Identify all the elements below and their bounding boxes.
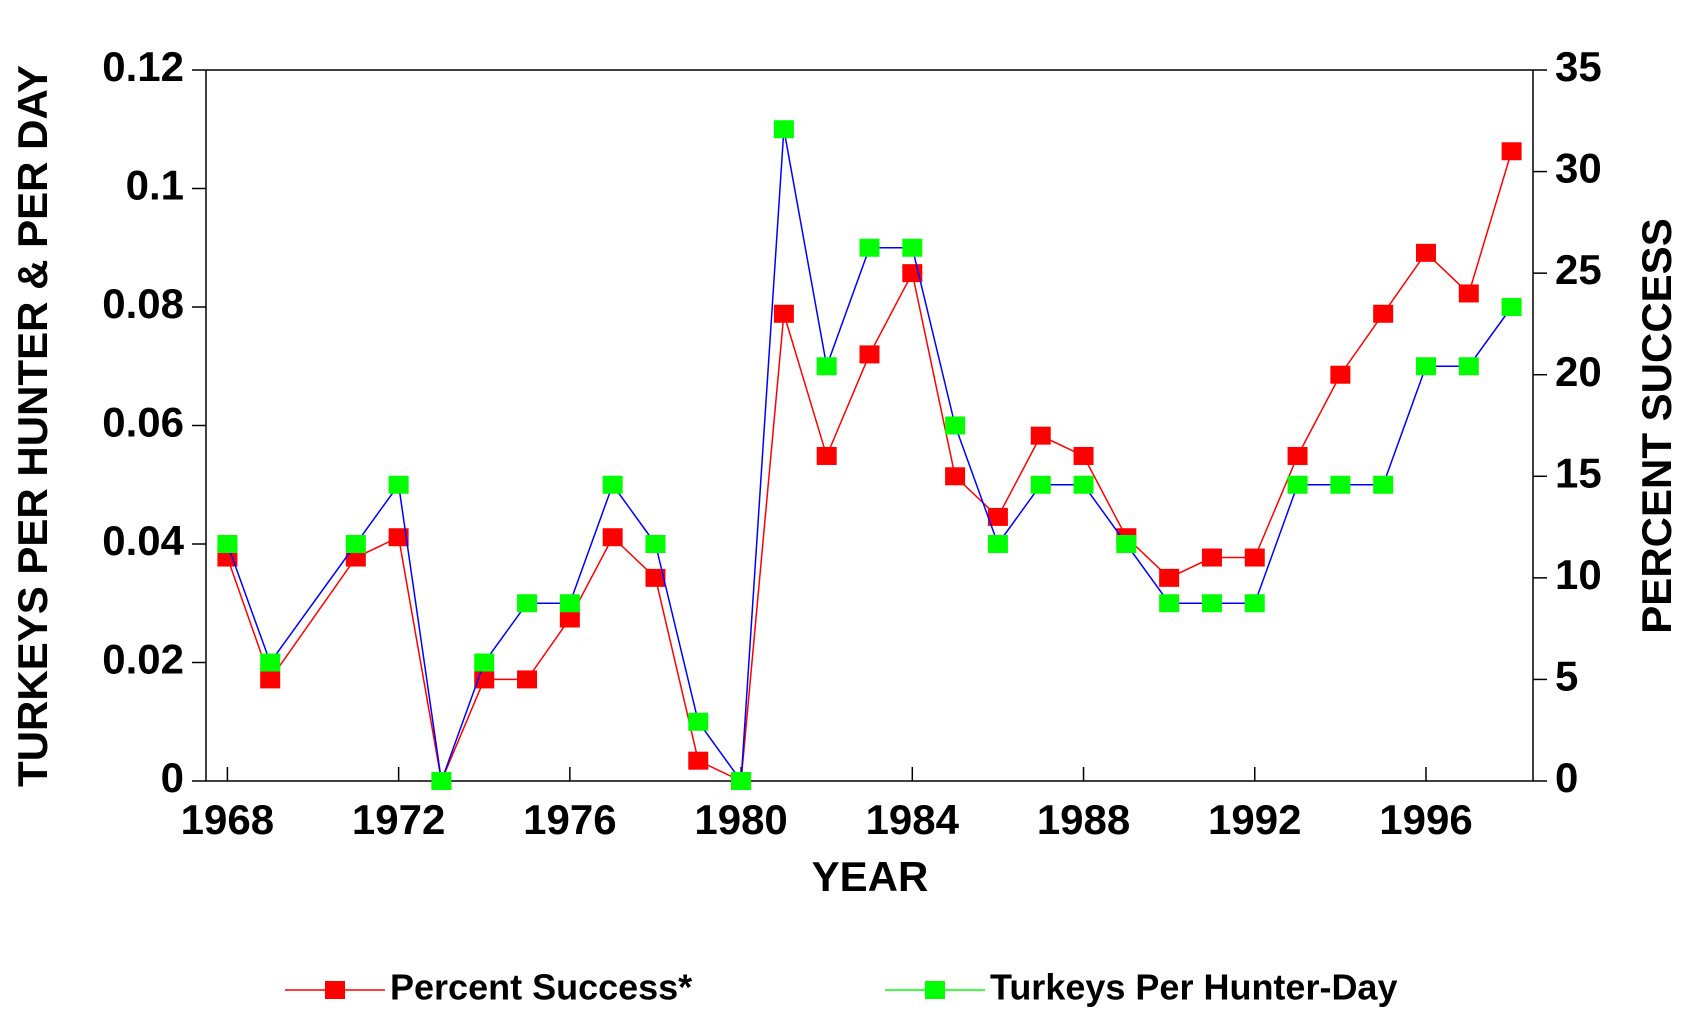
marker bbox=[1501, 298, 1522, 316]
marker bbox=[1244, 594, 1265, 613]
marker bbox=[517, 670, 538, 689]
marker bbox=[345, 535, 366, 553]
marker bbox=[474, 653, 495, 672]
marker bbox=[1244, 548, 1265, 567]
marker bbox=[1201, 594, 1222, 613]
x-tick-label: 1984 bbox=[866, 796, 960, 843]
marker bbox=[1030, 426, 1051, 445]
marker bbox=[1073, 475, 1094, 494]
y2-tick-label: 10 bbox=[1555, 551, 1602, 598]
marker bbox=[645, 568, 666, 587]
marker bbox=[1030, 475, 1051, 494]
marker bbox=[1330, 365, 1351, 384]
marker bbox=[816, 446, 837, 465]
y2-axis-label: PERCENT SUCCESS bbox=[1633, 218, 1680, 633]
x-tick-label: 1996 bbox=[1379, 796, 1472, 843]
marker bbox=[1287, 446, 1308, 465]
marker bbox=[987, 507, 1008, 526]
y2-tick-label: 30 bbox=[1555, 145, 1602, 192]
y-tick-label: 0.1 bbox=[126, 162, 184, 209]
marker bbox=[559, 594, 580, 613]
x-tick-label: 1988 bbox=[1037, 796, 1130, 843]
marker bbox=[816, 357, 837, 376]
marker bbox=[1415, 357, 1436, 376]
series-line bbox=[226, 129, 1513, 784]
x-axis-label: YEAR bbox=[812, 853, 929, 900]
legend-label: Percent Success* bbox=[390, 967, 692, 1008]
marker bbox=[517, 594, 538, 613]
legend-marker bbox=[325, 981, 345, 999]
marker bbox=[1159, 594, 1180, 613]
marker bbox=[1201, 548, 1222, 567]
y-tick-label: 0.12 bbox=[102, 43, 184, 90]
marker bbox=[217, 535, 238, 553]
marker bbox=[945, 467, 966, 486]
marker bbox=[1373, 304, 1394, 323]
y2-tick-label: 5 bbox=[1555, 653, 1578, 700]
marker bbox=[431, 772, 452, 790]
marker bbox=[1073, 446, 1094, 465]
y-tick-label: 0 bbox=[161, 754, 184, 801]
marker bbox=[1287, 475, 1308, 494]
y2-tick-label: 0 bbox=[1555, 754, 1578, 801]
marker bbox=[1330, 475, 1351, 494]
marker bbox=[602, 528, 623, 547]
marker bbox=[987, 535, 1008, 553]
marker bbox=[602, 475, 623, 494]
series-line bbox=[226, 151, 1513, 784]
y-tick-label: 0.08 bbox=[102, 280, 184, 327]
marker bbox=[1159, 568, 1180, 587]
marker bbox=[688, 712, 709, 731]
marker bbox=[1458, 357, 1479, 376]
legend-label: Turkeys Per Hunter-Day bbox=[990, 967, 1397, 1008]
x-tick-label: 1976 bbox=[523, 796, 616, 843]
legend-marker bbox=[925, 981, 945, 999]
marker bbox=[388, 528, 409, 547]
marker bbox=[773, 120, 794, 139]
x-tick-label: 1972 bbox=[352, 796, 445, 843]
marker bbox=[859, 238, 880, 257]
marker bbox=[388, 475, 409, 494]
marker bbox=[1415, 243, 1436, 262]
marker bbox=[1458, 284, 1479, 303]
marker bbox=[217, 548, 238, 567]
y2-tick-label: 35 bbox=[1555, 43, 1602, 90]
marker bbox=[559, 609, 580, 628]
marker bbox=[345, 548, 366, 567]
marker bbox=[260, 653, 281, 672]
marker bbox=[474, 670, 495, 689]
marker bbox=[1116, 535, 1137, 553]
x-tick-label: 1980 bbox=[694, 796, 787, 843]
marker bbox=[1501, 142, 1522, 161]
marker bbox=[773, 304, 794, 323]
y2-tick-label: 15 bbox=[1555, 449, 1602, 496]
y-tick-label: 0.04 bbox=[102, 517, 184, 564]
marker bbox=[731, 772, 752, 790]
marker bbox=[688, 751, 709, 770]
y2-tick-label: 25 bbox=[1555, 246, 1602, 293]
marker bbox=[902, 238, 923, 257]
y2-tick-label: 20 bbox=[1555, 348, 1602, 395]
y-tick-label: 0.02 bbox=[102, 636, 184, 683]
y-tick-label: 0.06 bbox=[102, 399, 184, 446]
marker bbox=[1373, 475, 1394, 494]
marker bbox=[645, 535, 666, 553]
x-tick-label: 1968 bbox=[181, 796, 274, 843]
marker bbox=[260, 670, 281, 689]
y-axis-label: TURKEYS PER HUNTER & PER DAY bbox=[9, 65, 56, 787]
marker bbox=[859, 345, 880, 364]
marker bbox=[945, 416, 966, 435]
x-tick-label: 1992 bbox=[1208, 796, 1301, 843]
